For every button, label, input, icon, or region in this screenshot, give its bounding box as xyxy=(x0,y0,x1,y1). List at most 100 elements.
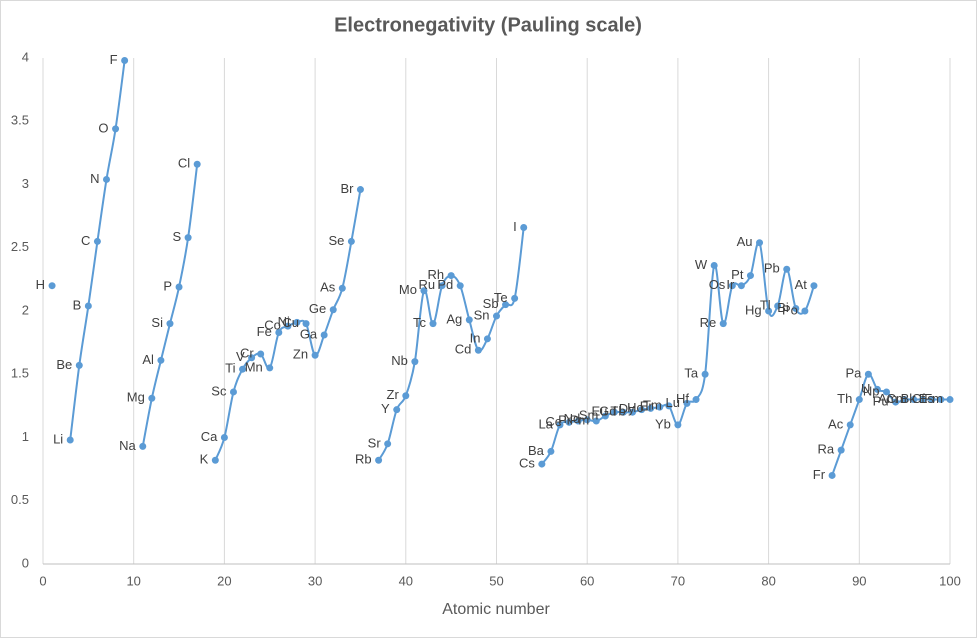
point xyxy=(48,282,56,290)
point-label: Be xyxy=(56,357,72,372)
point xyxy=(329,306,337,314)
point xyxy=(284,322,292,330)
x-tick-label: 60 xyxy=(580,573,594,588)
y-tick-label: 1.5 xyxy=(11,366,29,381)
y-tick-label: 3.5 xyxy=(11,113,29,128)
point-label: Hg xyxy=(745,302,762,317)
point xyxy=(375,456,383,464)
chart-title: Electronegativity (Pauling scale) xyxy=(334,14,642,36)
point xyxy=(946,396,954,404)
point-label: Gd xyxy=(599,404,616,419)
point-label: Cf xyxy=(912,391,925,406)
point-label: Tc xyxy=(413,315,427,330)
point-label: Ce xyxy=(545,414,562,429)
y-tick-label: 2 xyxy=(22,302,29,317)
point xyxy=(338,284,346,292)
point xyxy=(275,329,283,337)
point xyxy=(574,417,582,425)
point xyxy=(320,331,328,339)
point xyxy=(910,396,918,404)
point-label: Rb xyxy=(355,452,372,467)
x-tick-label: 50 xyxy=(489,573,503,588)
point-label: O xyxy=(98,120,108,135)
point-label: Ag xyxy=(446,311,462,326)
point xyxy=(692,396,700,404)
point-label: Y xyxy=(381,401,390,416)
point-label: Hf xyxy=(676,391,689,406)
point xyxy=(384,440,392,448)
y-tick-label: 4 xyxy=(22,49,29,64)
point xyxy=(728,282,736,290)
point xyxy=(184,234,192,242)
point-label: Bk xyxy=(901,391,917,406)
point-label: Ba xyxy=(528,443,545,458)
y-tick-label: 0 xyxy=(22,555,29,570)
point-label: H xyxy=(36,277,45,292)
point xyxy=(719,320,727,328)
point xyxy=(121,57,129,65)
point-label: U xyxy=(861,381,870,396)
point xyxy=(311,351,319,359)
point xyxy=(420,287,428,295)
point xyxy=(873,385,881,393)
point xyxy=(928,396,936,404)
point-label: Pr xyxy=(558,412,572,427)
point xyxy=(556,421,564,429)
point xyxy=(456,282,464,290)
point-label: Po xyxy=(782,302,798,317)
y-tick-label: 2.5 xyxy=(11,239,29,254)
point xyxy=(701,370,709,378)
point xyxy=(828,471,836,479)
point-label: V xyxy=(236,349,245,364)
point-label: Na xyxy=(119,438,136,453)
point-label: Sn xyxy=(474,307,490,322)
point-label: Sm xyxy=(579,407,599,422)
point xyxy=(411,358,419,366)
point xyxy=(656,403,664,411)
point xyxy=(783,265,791,273)
point xyxy=(356,186,364,194)
point-label: K xyxy=(200,452,209,467)
point-label: Er xyxy=(640,399,654,414)
point xyxy=(683,399,691,407)
point-label: Ho xyxy=(627,400,644,415)
point xyxy=(429,320,437,328)
x-tick-label: 0 xyxy=(39,573,46,588)
point xyxy=(293,318,301,326)
point-label: Ti xyxy=(225,361,235,376)
point xyxy=(746,272,754,280)
point xyxy=(257,350,265,358)
point-label: Nb xyxy=(391,353,408,368)
point-label: Al xyxy=(142,352,154,367)
point xyxy=(166,320,174,328)
point xyxy=(837,446,845,454)
point xyxy=(937,396,945,404)
point-label: Pm xyxy=(570,412,590,427)
point-label: Pt xyxy=(731,267,744,282)
point xyxy=(737,282,745,290)
point-label: Mo xyxy=(399,282,417,297)
point-label: Ra xyxy=(818,442,835,457)
point xyxy=(901,396,909,404)
x-tick-label: 30 xyxy=(308,573,322,588)
point xyxy=(474,346,482,354)
point xyxy=(148,394,156,402)
point xyxy=(438,282,446,290)
point xyxy=(266,364,274,372)
point xyxy=(483,335,491,343)
point xyxy=(175,283,183,291)
point-label: Os xyxy=(709,277,726,292)
point-label: As xyxy=(320,280,336,295)
point-label: F xyxy=(110,52,118,67)
x-tick-label: 20 xyxy=(217,573,231,588)
point xyxy=(547,447,555,455)
point xyxy=(647,404,655,412)
point-label: Mn xyxy=(245,359,263,374)
point xyxy=(239,365,247,373)
point xyxy=(919,396,927,404)
point xyxy=(674,421,682,429)
point xyxy=(774,302,782,310)
point-label: Ac xyxy=(828,416,844,431)
point-label: Dy xyxy=(619,401,635,416)
